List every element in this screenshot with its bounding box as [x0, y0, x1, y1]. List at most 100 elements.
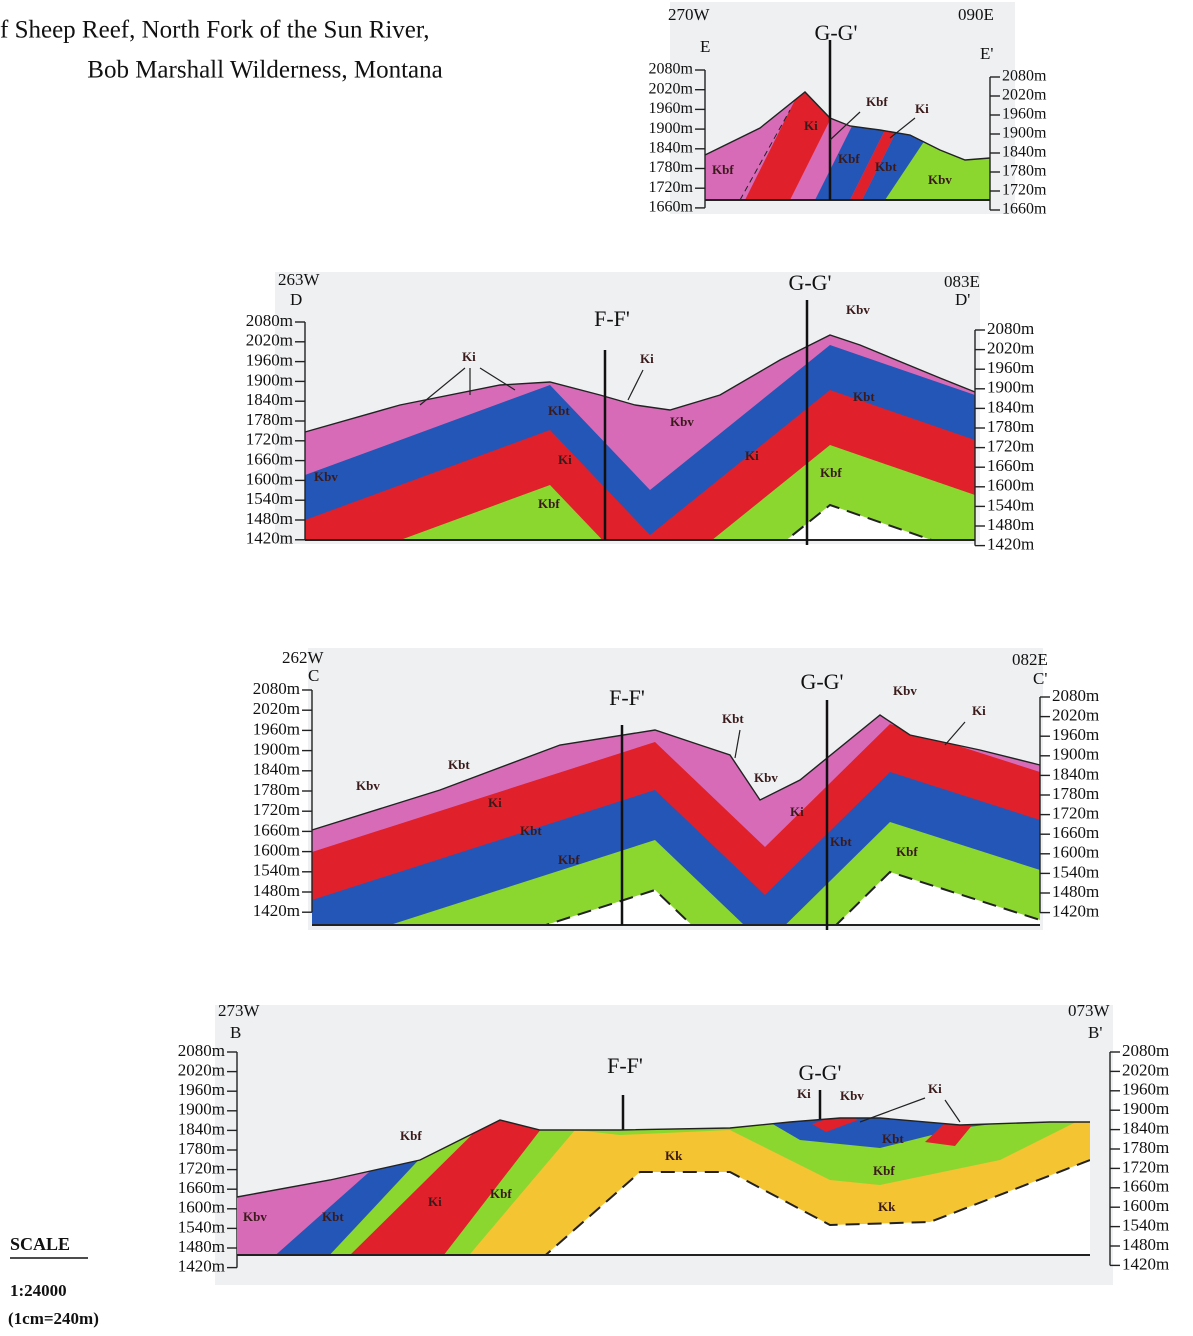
unit-label: Kbt [875, 159, 897, 174]
elevation-label: 1960m [1052, 725, 1099, 744]
grid-code: 273W [218, 1001, 261, 1020]
unit-label: Kk [878, 1199, 896, 1214]
layer [312, 872, 1040, 925]
elevation-label: 1780m [253, 780, 300, 799]
grid-code: 270W [668, 5, 711, 24]
unit-label: Kbf [538, 496, 560, 511]
elevation-label: 1960m [649, 100, 694, 117]
elevation-label: 1660m [253, 820, 300, 839]
unit-label: Kbf [838, 151, 860, 166]
unit-label: Kbt [830, 834, 852, 849]
unit-label: Ki [745, 448, 759, 463]
elevation-label: 1420m [253, 901, 300, 920]
elevation-label: 1900m [253, 740, 300, 759]
section-label: F-F' [594, 306, 630, 331]
terrain [304, 334, 976, 433]
elevation-label: 1660m [1052, 823, 1099, 842]
unit-label: Ki [972, 703, 986, 718]
elevation-label: 1420m [178, 1257, 225, 1276]
end-letter: E' [980, 44, 993, 63]
section-label: G-G' [800, 669, 843, 694]
elevation-label: 1720m [178, 1159, 225, 1178]
elevation-label: 1780m [649, 159, 694, 176]
unit-label: Kbv [670, 414, 694, 429]
elevation-label: 1600m [253, 841, 300, 860]
end-letter: B [230, 1023, 241, 1042]
elevation-label: 1840m [1052, 764, 1099, 783]
layers [305, 335, 975, 540]
elevation-label: 1600m [246, 469, 293, 488]
scale-title: SCALE [10, 1234, 70, 1254]
elevation-label: 2020m [1052, 706, 1099, 725]
elevation-label: 1720m [1122, 1157, 1169, 1176]
elevation-label: 1780m [1052, 784, 1099, 803]
unit-label: Ki [428, 1194, 442, 1209]
unit-label: Kbf [820, 465, 842, 480]
elevation-label: 1420m [246, 529, 293, 548]
elevation-label: 1720m [253, 800, 300, 819]
elevation-label: 1840m [246, 390, 293, 409]
unit-label: Kbf [712, 162, 734, 177]
elevation-label: 1720m [1052, 804, 1099, 823]
elevation-label: 2080m [1122, 1041, 1169, 1060]
elevation-label: 1900m [1002, 125, 1047, 142]
section-label: F-F' [607, 1053, 643, 1078]
elevation-label: 1900m [246, 370, 293, 389]
elevation-label: 2020m [1122, 1060, 1169, 1079]
elevation-label: 1840m [1122, 1119, 1169, 1138]
terrain [311, 714, 1041, 831]
elevation-label: 1660m [649, 199, 694, 216]
elevation-label: 1480m [1052, 882, 1099, 901]
elevation-label: 1960m [1122, 1080, 1169, 1099]
elevation-label: 2020m [1002, 87, 1047, 104]
elevation-label: 1420m [1052, 902, 1099, 921]
unit-label: Kbt [520, 823, 542, 838]
grid-code: 073W [1068, 1001, 1111, 1020]
unit-label: Kbv [893, 683, 917, 698]
elevation-label: 1780m [246, 410, 293, 429]
elevation-label: 1960m [1002, 106, 1047, 123]
layers [312, 715, 1040, 925]
unit-label: Kbt [722, 711, 744, 726]
elevation-label: 1960m [178, 1080, 225, 1099]
elevation-label: 2020m [987, 339, 1034, 358]
elevation-label: 1660m [987, 456, 1034, 475]
unit-label: Kbv [928, 172, 952, 187]
elevation-label: 2080m [246, 311, 293, 330]
end-letter: C' [1033, 669, 1047, 688]
elevation-label: 2080m [987, 319, 1034, 338]
elevation-label: 1540m [987, 495, 1034, 514]
unit-label: Kbt [882, 1131, 904, 1146]
scale-ratio: 1:24000 [10, 1281, 67, 1300]
elevation-label: 2020m [253, 699, 300, 718]
elevation-label: 1780m [1122, 1138, 1169, 1157]
title-line: f Sheep Reef, North Fork of the Sun Rive… [0, 17, 429, 44]
unit-label: Kbv [840, 1088, 864, 1103]
grid-code: 262W [282, 648, 325, 667]
elevation-label: 1540m [246, 489, 293, 508]
title-line: Bob Marshall Wilderness, Montana [87, 57, 442, 84]
elevation-label: 1780m [1002, 163, 1047, 180]
leaders [419, 111, 966, 1123]
layer [305, 445, 975, 540]
unit-label: Kbt [548, 403, 570, 418]
scale-note: (1cm=240m) [8, 1309, 99, 1328]
unit-label: Kbf [490, 1186, 512, 1201]
elevation-label: 1720m [649, 179, 694, 196]
unit-label: Kbf [558, 852, 580, 867]
elevation-label: 1900m [1052, 745, 1099, 764]
unit-label: Ki [797, 1086, 811, 1101]
unit-label: Kbv [243, 1209, 267, 1224]
end-letter: D [290, 290, 302, 309]
unit-label: Kbf [896, 844, 918, 859]
elevation-label: 1540m [1122, 1216, 1169, 1235]
elevation-label: 2080m [1052, 686, 1099, 705]
unit-label: Kbv [356, 778, 380, 793]
elevation-label: 1720m [1002, 182, 1047, 199]
terrain [236, 1117, 1090, 1198]
grid-code: 082E [1012, 650, 1048, 669]
unit-label: Ki [928, 1081, 942, 1096]
elevation-label: 1420m [1122, 1254, 1169, 1273]
elevation-label: 1900m [1122, 1099, 1169, 1118]
